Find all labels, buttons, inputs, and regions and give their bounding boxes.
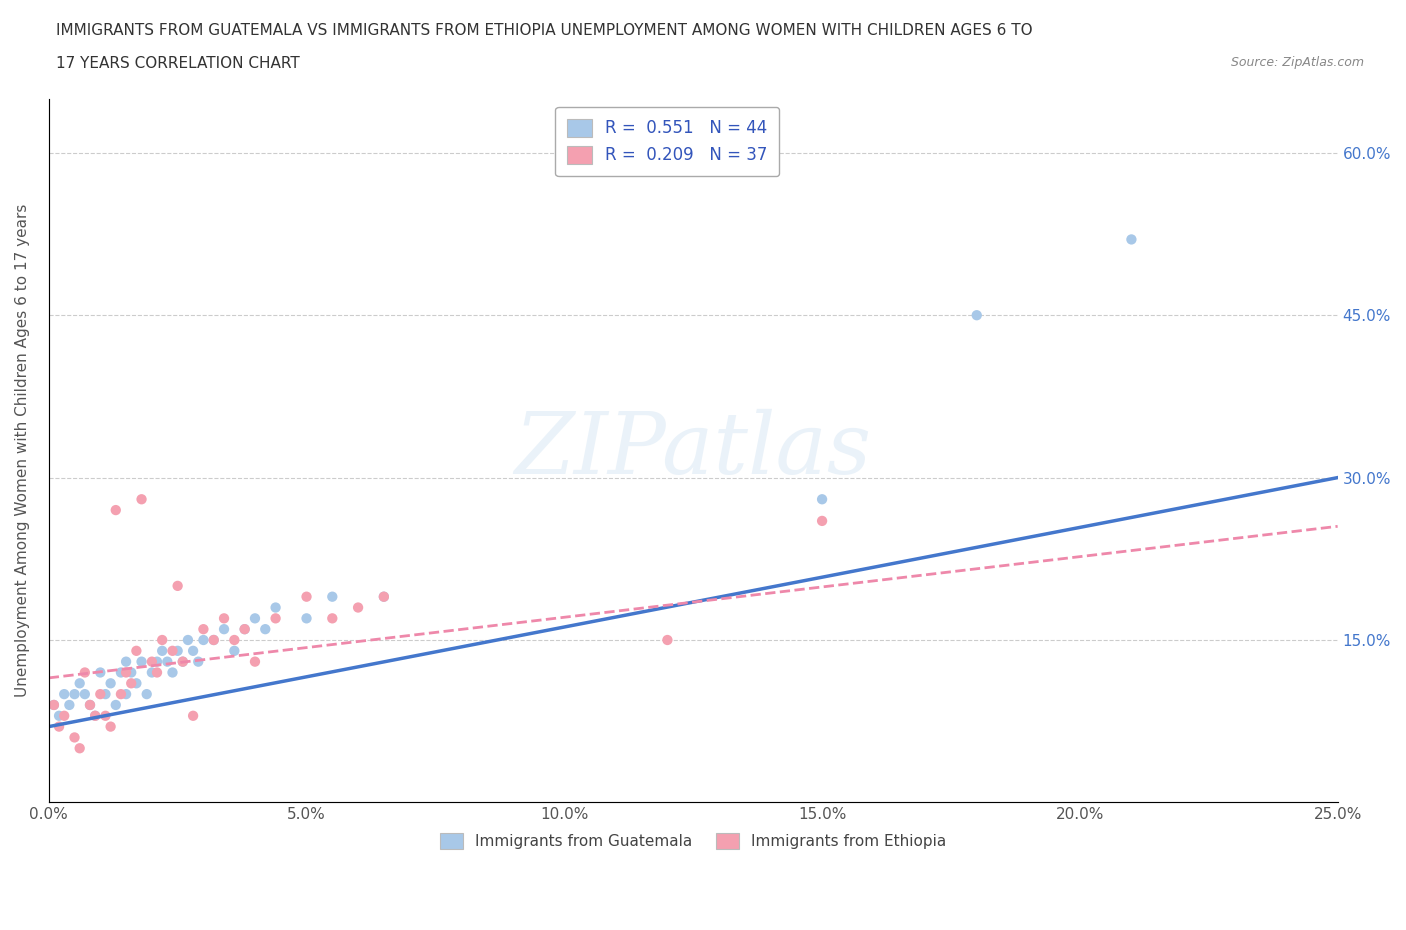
Point	[104, 502, 127, 517]
Point	[100, 719, 122, 734]
Point	[131, 654, 153, 669]
Point	[224, 644, 246, 658]
Point	[321, 611, 343, 626]
Point	[89, 665, 111, 680]
Point	[254, 622, 277, 637]
Point	[141, 665, 163, 680]
Point	[172, 654, 194, 669]
Point	[115, 665, 138, 680]
Point	[69, 676, 91, 691]
Point	[811, 513, 834, 528]
Point	[202, 632, 225, 647]
Point	[162, 644, 184, 658]
Point	[224, 632, 246, 647]
Point	[110, 686, 132, 701]
Point	[177, 632, 200, 647]
Point	[295, 590, 318, 604]
Text: ZIPatlas: ZIPatlas	[515, 409, 872, 492]
Point	[212, 611, 235, 626]
Point	[166, 644, 188, 658]
Point	[89, 686, 111, 701]
Point	[162, 665, 184, 680]
Point	[243, 611, 266, 626]
Point	[373, 590, 395, 604]
Point	[187, 654, 209, 669]
Text: Source: ZipAtlas.com: Source: ZipAtlas.com	[1230, 56, 1364, 69]
Point	[181, 644, 204, 658]
Text: 17 YEARS CORRELATION CHART: 17 YEARS CORRELATION CHART	[56, 56, 299, 71]
Y-axis label: Unemployment Among Women with Children Ages 6 to 17 years: Unemployment Among Women with Children A…	[15, 204, 30, 698]
Point	[42, 698, 65, 712]
Point	[63, 686, 86, 701]
Point	[79, 698, 101, 712]
Legend: Immigrants from Guatemala, Immigrants from Ethiopia: Immigrants from Guatemala, Immigrants fr…	[432, 824, 955, 858]
Point	[146, 654, 169, 669]
Point	[264, 611, 287, 626]
Point	[125, 676, 148, 691]
Point	[295, 611, 318, 626]
Point	[212, 622, 235, 637]
Point	[141, 654, 163, 669]
Point	[73, 686, 96, 701]
Point	[264, 600, 287, 615]
Point	[193, 622, 215, 637]
Point	[53, 709, 76, 724]
Point	[73, 665, 96, 680]
Point	[69, 741, 91, 756]
Point	[150, 632, 173, 647]
Point	[135, 686, 157, 701]
Point	[131, 492, 153, 507]
Point	[321, 590, 343, 604]
Point	[966, 308, 988, 323]
Point	[104, 698, 127, 712]
Point	[53, 686, 76, 701]
Point	[48, 709, 70, 724]
Point	[125, 644, 148, 658]
Point	[181, 709, 204, 724]
Point	[347, 600, 370, 615]
Point	[110, 665, 132, 680]
Point	[94, 709, 117, 724]
Point	[150, 644, 173, 658]
Point	[120, 676, 142, 691]
Point	[120, 665, 142, 680]
Point	[94, 686, 117, 701]
Point	[115, 686, 138, 701]
Text: IMMIGRANTS FROM GUATEMALA VS IMMIGRANTS FROM ETHIOPIA UNEMPLOYMENT AMONG WOMEN W: IMMIGRANTS FROM GUATEMALA VS IMMIGRANTS …	[56, 23, 1033, 38]
Point	[48, 719, 70, 734]
Point	[202, 632, 225, 647]
Point	[84, 709, 107, 724]
Point	[233, 622, 256, 637]
Point	[172, 654, 194, 669]
Point	[243, 654, 266, 669]
Point	[84, 709, 107, 724]
Point	[146, 665, 169, 680]
Point	[115, 654, 138, 669]
Point	[42, 698, 65, 712]
Point	[373, 590, 395, 604]
Point	[811, 492, 834, 507]
Point	[193, 632, 215, 647]
Point	[233, 622, 256, 637]
Point	[58, 698, 80, 712]
Point	[79, 698, 101, 712]
Point	[156, 654, 179, 669]
Point	[63, 730, 86, 745]
Point	[166, 578, 188, 593]
Point	[100, 676, 122, 691]
Point	[657, 632, 679, 647]
Point	[1121, 232, 1143, 246]
